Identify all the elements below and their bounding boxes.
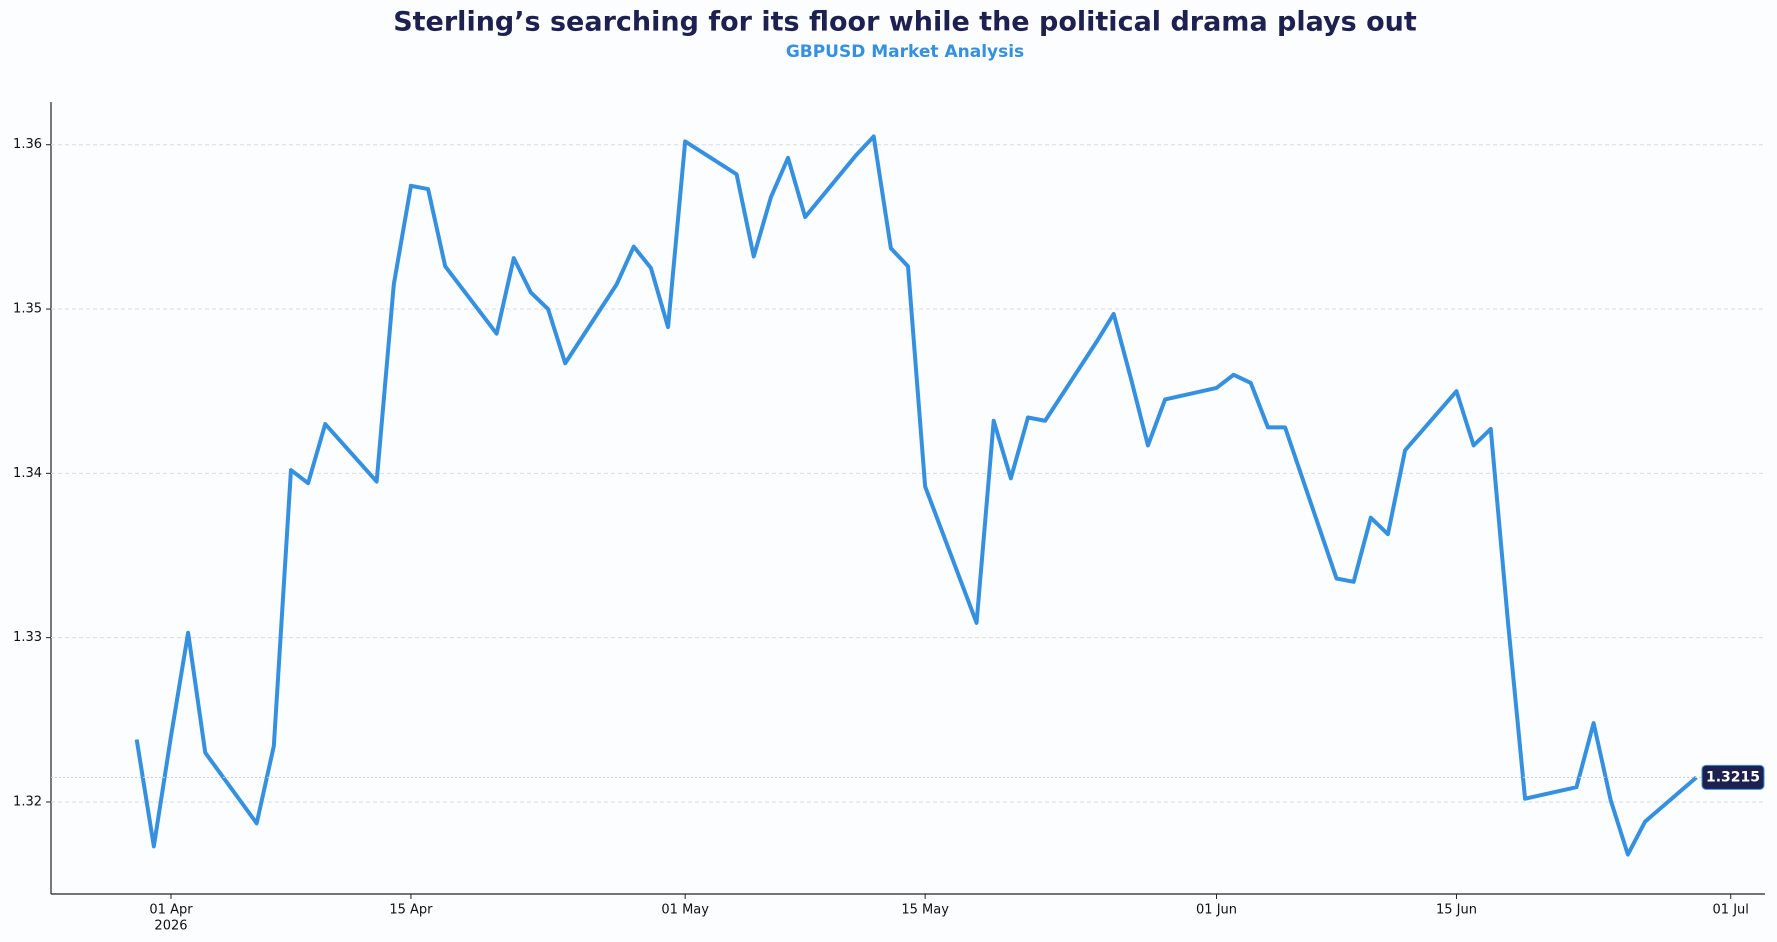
x-tick-label: 01 May: [661, 903, 709, 918]
last-value-box: [1701, 764, 1765, 790]
line-series: [134, 134, 1698, 857]
x-tick-label: 15 May: [901, 903, 949, 918]
y-tick-label: 1.35: [13, 302, 42, 317]
x-tick-label: 15 Apr: [389, 903, 433, 918]
x-tick-label: 01 Jul: [1713, 903, 1749, 918]
chart-subtitle: GBPUSD Market Analysis: [786, 42, 1024, 62]
chart-title: Sterling’s searching for its floor while…: [393, 7, 1417, 38]
y-tick-label: 1.32: [13, 794, 42, 809]
x-tick-label: 15 Jun: [1436, 903, 1477, 918]
y-tick-label: 1.36: [13, 137, 42, 152]
y-tick-label: 1.33: [13, 630, 42, 645]
x-tick-label: 01 Apr: [149, 903, 193, 918]
x-tick-year: 2026: [154, 919, 187, 934]
last-value-label: 1.3215: [1706, 769, 1760, 785]
x-tick-label: 01 Jun: [1196, 903, 1237, 918]
y-tick-label: 1.34: [13, 466, 42, 481]
